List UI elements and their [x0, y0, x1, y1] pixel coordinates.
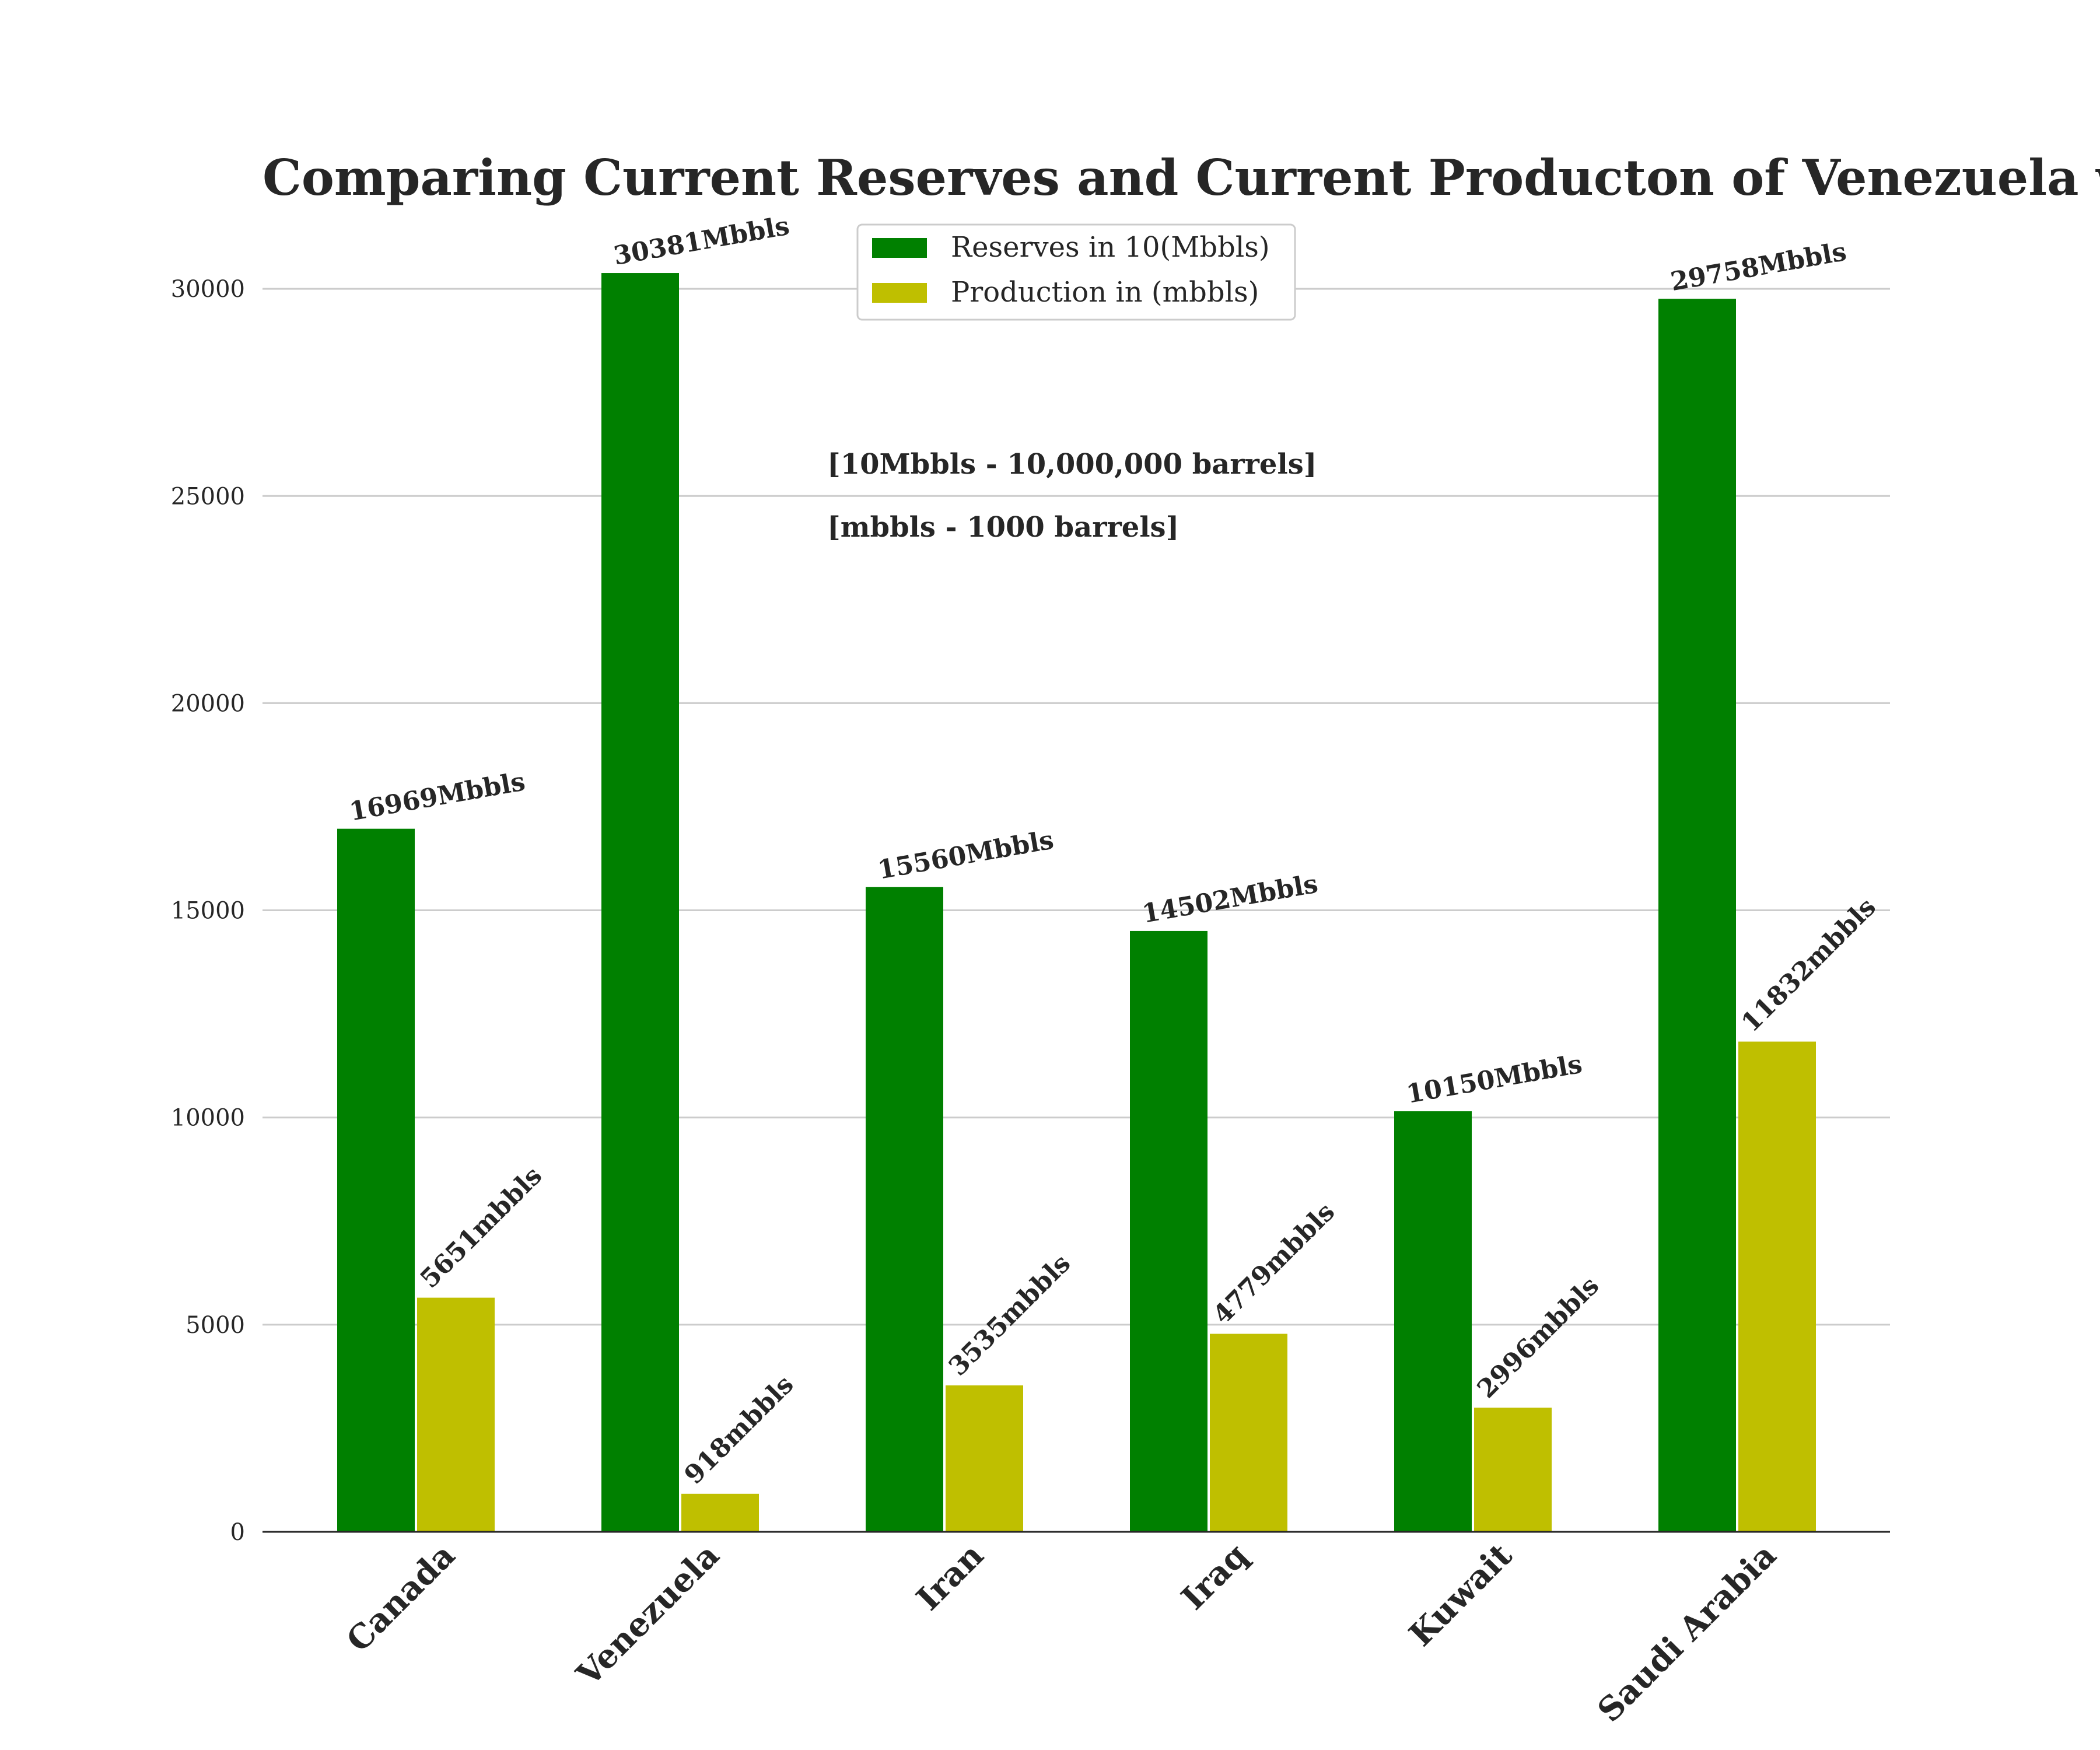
legend-swatch-production [872, 283, 927, 303]
legend-swatch-reserves [872, 238, 927, 258]
legend-label-reserves: Reserves in 10(Mbbls) [951, 231, 1270, 264]
reserves-value-label: 15560Mbbls [876, 825, 1056, 885]
reserves-bar-iran [866, 887, 943, 1532]
x-tick-label: Saudi Arabia [1590, 1536, 1784, 1730]
annotation-reserves-unit: [10Mbbls - 10,000,000 barrels] [827, 448, 1317, 481]
x-tick-label: Canada [339, 1536, 463, 1660]
production-value-label: 11832mbbls [1736, 892, 1882, 1038]
reserves-bar-kuwait [1394, 1111, 1472, 1532]
production-bar-venezuela [681, 1493, 759, 1532]
legend: Reserves in 10(Mbbls) Production in (mbb… [856, 223, 1296, 321]
x-tick-label: Iraq [1174, 1536, 1255, 1617]
y-tick-label: 25000 [171, 483, 245, 510]
production-value-label: 3535mbbls [943, 1248, 1076, 1381]
gridlines [262, 288, 1890, 1326]
y-tick-label: 30000 [171, 276, 245, 303]
y-axis-ticks: 0 5000 10000 15000 20000 25000 30000 [171, 276, 245, 1546]
y-tick-label: 5000 [186, 1312, 245, 1339]
reserves-bar-saudi-arabia [1658, 299, 1736, 1532]
production-value-label: 5651mbbls [415, 1161, 548, 1294]
y-tick-label: 0 [230, 1519, 245, 1546]
reserves-bar-venezuela [601, 273, 679, 1532]
legend-label-production: Production in (mbbls) [951, 276, 1259, 309]
reserves-bar-canada [337, 828, 415, 1532]
production-bar-iran [946, 1385, 1023, 1532]
x-tick-label: Venezuela [569, 1536, 727, 1694]
reserves-value-label: 14502Mbbls [1140, 869, 1320, 929]
reserves-bar-iraq [1130, 930, 1208, 1532]
reserves-value-label: 30381Mbbls [611, 211, 792, 271]
legend-frame [856, 223, 1296, 321]
production-value-label: 4779mbbls [1208, 1197, 1340, 1330]
annotation-production-unit: [mbbls - 1000 barrels] [827, 511, 1179, 544]
bars [337, 273, 1816, 1532]
production-value-label: 918mbbls [679, 1370, 800, 1490]
reserves-value-label: 16969Mbbls [347, 766, 527, 827]
reserves-value-label: 10150Mbbls [1404, 1049, 1584, 1110]
y-tick-label: 10000 [171, 1105, 245, 1132]
production-bar-saudi-arabia [1738, 1041, 1816, 1532]
chart-title: Comparing Current Reserves and Current P… [262, 149, 2100, 206]
production-bar-iraq [1210, 1334, 1287, 1532]
x-tick-label: Iran [909, 1536, 991, 1618]
production-bar-canada [417, 1297, 495, 1532]
x-axis-ticks: Canada Venezuela Iran Iraq Kuwait Saudi Arabi… [339, 1536, 1784, 1730]
production-value-label: 2996mbbls [1472, 1271, 1605, 1404]
x-tick-label: Kuwait [1402, 1536, 1520, 1654]
data-labels: 16969Mbbls 5651mbbls 30381Mbbls 918mbbls 155… [347, 211, 1882, 1490]
y-tick-label: 20000 [171, 690, 245, 717]
production-bar-kuwait [1474, 1408, 1552, 1532]
y-tick-label: 15000 [171, 898, 245, 925]
